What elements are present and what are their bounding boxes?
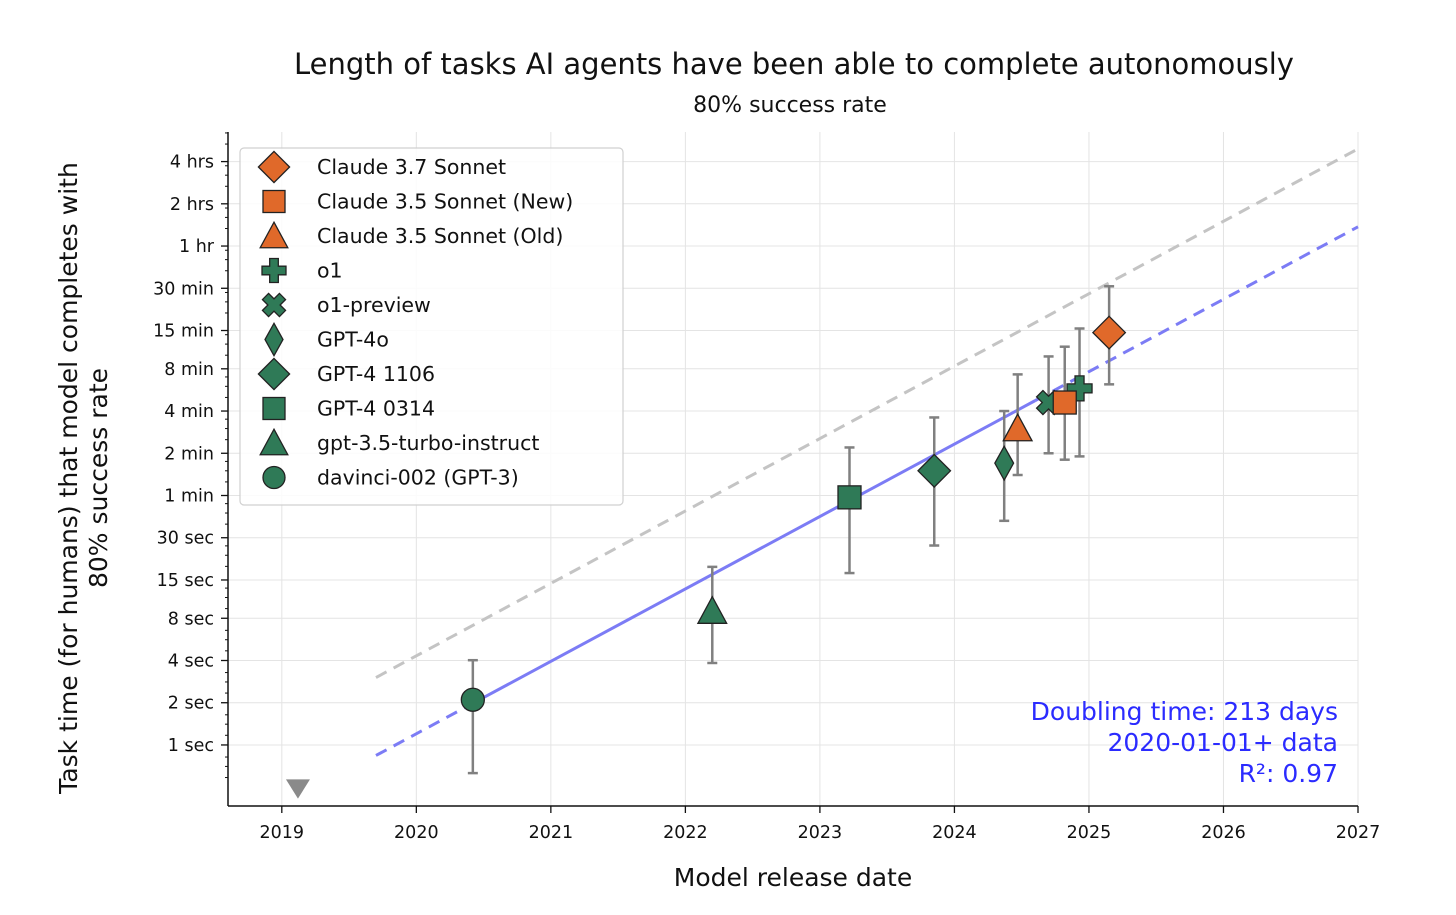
y-tick-label: 1 min: [164, 487, 214, 507]
legend-label: GPT-4o: [317, 328, 389, 352]
y-tick-label: 1 sec: [168, 736, 214, 756]
grid: [228, 132, 1359, 806]
y-tick-label: 15 sec: [157, 571, 214, 591]
legend-marker: [262, 465, 286, 490]
y-tick-label: 2 sec: [168, 694, 214, 714]
legend-label: o1-preview: [317, 293, 431, 317]
x-tick-label: 2024: [932, 823, 977, 843]
legend-marker: [261, 292, 287, 318]
y-axis-label-line1: Task time (for humans) that model comple…: [54, 162, 83, 795]
legend-marker: [262, 396, 286, 421]
y-tick-label: 8 sec: [168, 609, 214, 629]
legend-label: davinci-002 (GPT-3): [317, 466, 519, 490]
x-tick-label: 2025: [1067, 823, 1112, 843]
legend-marker: [257, 357, 291, 391]
y-tick-label: 2 hrs: [170, 195, 214, 215]
data-point: [1002, 412, 1034, 442]
legend-label: Claude 3.5 Sonnet (New): [317, 190, 573, 214]
x-tick-label: 2020: [394, 823, 439, 843]
data-point: [917, 453, 952, 488]
legend-marker: [257, 150, 291, 184]
y-tick-label: 4 sec: [168, 651, 214, 671]
y-axis-label-line2: 80% success rate: [84, 368, 113, 588]
legend-label: o1: [317, 259, 343, 283]
x-tick-label: 2023: [798, 823, 843, 843]
data-markers: [285, 315, 1127, 799]
y-tick-label: 4 min: [164, 402, 214, 422]
legend: Claude 3.7 Sonnet Claude 3.5 Sonnet (New)…: [239, 147, 624, 506]
legend-label: Claude 3.5 Sonnet (Old): [317, 224, 563, 248]
chart-title: Length of tasks AI agents have been able…: [294, 47, 1294, 81]
legend-label: GPT-4 1106: [317, 362, 435, 386]
legend-marker: [261, 257, 287, 284]
annotation-data-range: 2020-01-01+ data: [1108, 728, 1339, 757]
data-point: [1066, 375, 1093, 402]
y-tick-label: 4 hrs: [170, 153, 214, 173]
data-point: [696, 595, 728, 624]
x-tick-label: 2027: [1336, 823, 1381, 843]
legend-marker: [259, 427, 289, 456]
trend-lines: [375, 147, 1359, 757]
y-tick-label: 8 min: [164, 360, 214, 380]
trend-line-dashed-end: [1034, 225, 1359, 402]
y-tick-label: 1 hr: [179, 237, 215, 257]
data-point: [994, 444, 1015, 482]
y-tick-label: 30 sec: [157, 529, 214, 549]
legend-marker: [259, 220, 289, 249]
annotation-doubling-time: Doubling time: 213 days: [1031, 697, 1338, 726]
legend-label: Claude 3.7 Sonnet: [317, 155, 506, 179]
tick-labels: 1 sec 2 sec 4 sec 8 sec 15 sec 30 sec 1 min 2 m…: [153, 153, 1380, 843]
data-point: [837, 485, 862, 510]
annotation-r-squared: R²: 0.97: [1239, 759, 1338, 788]
data-point: [1052, 390, 1077, 415]
legend-label: gpt-3.5-turbo-instruct: [317, 431, 539, 455]
y-tick-label: 15 min: [153, 322, 214, 342]
data-point: [1091, 315, 1127, 350]
legend-marker: [264, 321, 284, 358]
chart-subtitle: 80% success rate: [693, 93, 887, 118]
legend-label: GPT-4 0314: [317, 397, 435, 421]
y-tick-label: 2 min: [164, 444, 214, 464]
below-range-marker: [285, 779, 310, 799]
x-tick-label: 2022: [663, 823, 708, 843]
trend-line-dashed-start: [375, 702, 474, 757]
legend-marker: [262, 189, 286, 214]
x-axis-label: Model release date: [674, 863, 913, 892]
upper-trend-line: [375, 147, 1359, 679]
data-point: [460, 687, 485, 712]
x-tick-label: 2019: [260, 823, 305, 843]
legend-box: [239, 147, 624, 506]
y-tick-label: 30 min: [153, 279, 214, 299]
x-tick-label: 2026: [1201, 823, 1246, 843]
x-tick-label: 2021: [529, 823, 574, 843]
trend-line-solid: [472, 399, 1036, 705]
